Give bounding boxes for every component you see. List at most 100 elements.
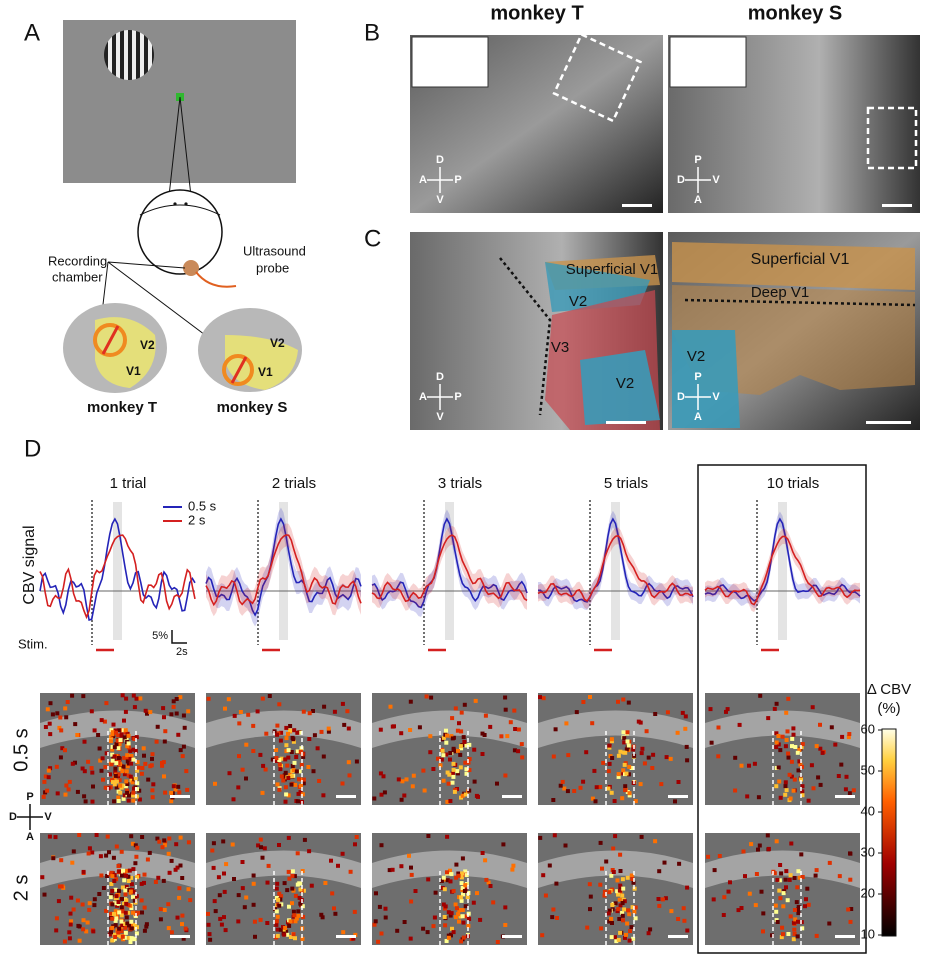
activation — [665, 710, 670, 715]
activation — [123, 888, 128, 893]
activation — [103, 765, 108, 770]
activation — [156, 875, 161, 880]
activation — [799, 777, 803, 782]
activation — [121, 764, 126, 769]
activation — [148, 710, 153, 715]
activation — [142, 753, 146, 758]
activation — [286, 755, 291, 760]
activation — [774, 784, 779, 789]
activation — [42, 892, 47, 897]
panel-label: B — [364, 19, 380, 46]
activation — [251, 881, 256, 886]
activation — [141, 746, 146, 751]
activation — [788, 914, 793, 919]
activation — [642, 761, 647, 766]
activation — [774, 740, 779, 745]
activation — [134, 931, 139, 936]
activation — [372, 922, 377, 927]
activation — [140, 835, 145, 839]
activation — [564, 721, 569, 726]
activation — [680, 710, 685, 715]
activation — [166, 926, 171, 931]
colorbar-tick-label: 10 — [861, 926, 875, 941]
activation — [283, 770, 288, 775]
activation — [626, 743, 631, 748]
activation — [791, 920, 796, 925]
activation — [663, 896, 668, 901]
activation — [154, 739, 159, 744]
trial-label: 2 trials — [272, 475, 316, 492]
activation — [135, 875, 139, 880]
activation — [163, 790, 168, 795]
activation — [282, 881, 287, 886]
activation — [407, 853, 411, 858]
compass-label: V — [436, 411, 444, 423]
activation — [232, 877, 236, 881]
activation — [795, 885, 800, 890]
stim-band — [778, 502, 787, 640]
activation — [791, 937, 796, 942]
roi-outline — [772, 731, 802, 805]
activation — [177, 790, 182, 795]
activation — [94, 833, 99, 837]
activation — [211, 841, 216, 846]
activation — [620, 913, 625, 918]
activation — [733, 755, 738, 760]
activation — [594, 785, 599, 790]
activation — [142, 928, 147, 933]
activation — [312, 733, 317, 738]
activation — [128, 940, 133, 944]
activation — [616, 772, 621, 777]
activation — [90, 799, 95, 804]
activation — [648, 927, 653, 932]
activation — [445, 834, 450, 839]
activation — [252, 919, 257, 924]
region-label: V2 — [687, 348, 705, 365]
activation — [457, 721, 461, 726]
activation — [109, 734, 114, 739]
activation — [550, 915, 555, 920]
activation — [602, 889, 607, 894]
activation — [448, 751, 453, 755]
compass-label: A — [694, 194, 702, 206]
activation — [58, 755, 63, 760]
activation — [818, 722, 822, 727]
activation — [117, 910, 122, 915]
activation — [222, 871, 226, 876]
activation — [297, 769, 302, 774]
activation — [756, 795, 761, 800]
activation — [185, 787, 190, 792]
activation — [301, 754, 306, 759]
activation — [321, 793, 326, 798]
activation — [53, 835, 58, 840]
activation — [180, 754, 185, 759]
activation — [843, 787, 848, 792]
activation — [445, 799, 450, 804]
activation — [354, 835, 359, 839]
activation — [612, 799, 617, 803]
activation — [792, 927, 797, 932]
activation — [613, 834, 618, 839]
activation — [446, 910, 451, 915]
activation — [289, 774, 294, 779]
activation — [123, 930, 128, 935]
region-label: Deep V1 — [751, 284, 809, 301]
activation — [124, 696, 129, 701]
activation — [620, 877, 625, 882]
activation — [299, 783, 303, 788]
scale-label: 2s — [176, 646, 188, 658]
activation — [459, 898, 464, 903]
activation — [660, 897, 665, 902]
compass-label: A — [419, 391, 427, 403]
activation — [67, 779, 72, 784]
activation — [43, 725, 48, 729]
activation — [450, 716, 455, 721]
activation — [123, 925, 128, 930]
trace — [39, 534, 196, 620]
activation — [116, 772, 121, 777]
activation — [161, 706, 166, 711]
activation — [276, 897, 281, 902]
colorbar-unit: (%) — [877, 700, 900, 717]
activation — [797, 759, 802, 764]
activation — [443, 906, 447, 911]
